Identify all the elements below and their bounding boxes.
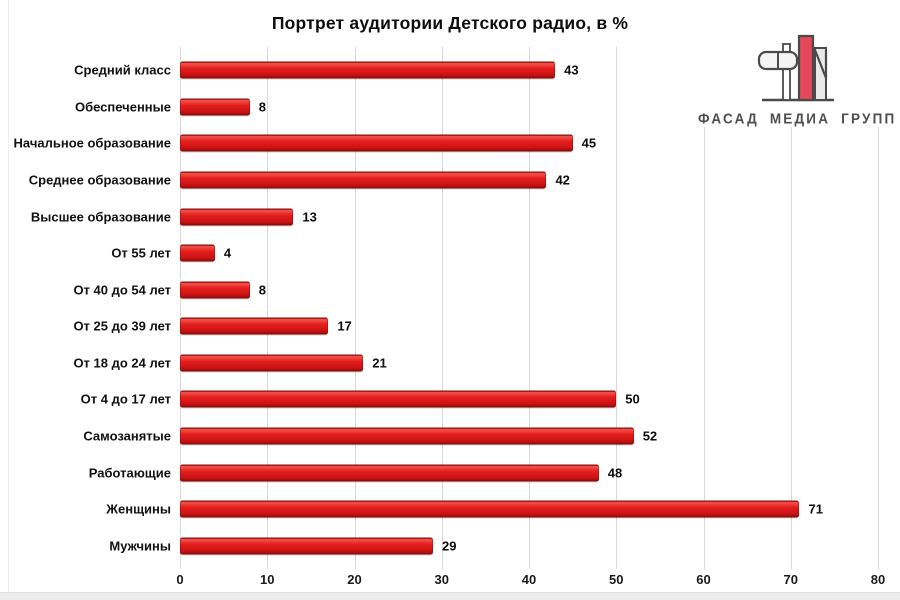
gridline xyxy=(790,47,792,569)
category-label: От 40 до 54 лет xyxy=(73,282,171,298)
chart-row: Высшее образование 13 xyxy=(31,198,878,235)
value-label: 29 xyxy=(442,538,457,554)
x-axis-tick-label: 40 xyxy=(521,572,537,587)
bar xyxy=(180,208,294,226)
fasad-media-logo-icon xyxy=(757,34,834,102)
chart-row: От 40 до 54 лет 8 xyxy=(73,271,878,308)
bar xyxy=(180,281,250,299)
value-label: 13 xyxy=(302,209,317,225)
chart-title: Портрет аудитории Детского радио, в % xyxy=(271,13,629,33)
category-label: Среднее образование xyxy=(28,172,171,188)
value-label: 8 xyxy=(258,282,267,298)
chart-row: Среднее образование 42 xyxy=(29,162,878,199)
category-label: От 4 до 17 лет xyxy=(80,391,171,407)
company-logo-text: ФАСАД МЕДИА ГРУПП xyxy=(698,110,897,127)
chart-row: Начальное образование 45 xyxy=(14,125,878,162)
bar xyxy=(180,354,364,372)
bar xyxy=(180,390,617,408)
bar xyxy=(180,537,434,555)
gridline xyxy=(703,47,705,569)
x-axis-tick-label: 0 xyxy=(176,572,184,587)
value-label: 4 xyxy=(223,245,232,261)
chart-row: Самозанятые 52 xyxy=(83,418,878,455)
x-axis-tick-label: 80 xyxy=(870,572,886,587)
chart-row: От 4 до 17 лет 50 xyxy=(81,381,878,418)
value-label: 21 xyxy=(372,355,387,371)
value-label: 50 xyxy=(625,391,640,407)
bar xyxy=(180,500,800,518)
gridline xyxy=(180,47,181,569)
category-label: От 25 до 39 лет xyxy=(73,318,171,334)
bar xyxy=(180,427,634,445)
bar xyxy=(180,244,215,262)
category-label: Высшее образование xyxy=(30,209,171,225)
value-label: 8 xyxy=(258,99,267,115)
bar xyxy=(180,171,547,189)
x-axis-tick-label: 20 xyxy=(347,572,362,587)
chart-row: Работающие 48 xyxy=(89,454,878,491)
value-label: 17 xyxy=(337,318,352,334)
bar xyxy=(180,464,599,482)
value-label: 42 xyxy=(555,172,570,188)
category-label: Средний класс xyxy=(74,62,171,78)
plot-area: Средний класс 43 Обеспеченные 8 Начальное об… xyxy=(14,47,879,569)
category-label: Женщины xyxy=(106,501,171,517)
chart-row: От 55 лет 4 xyxy=(111,235,878,272)
company-logo: ФАСАД МЕДИА ГРУПП xyxy=(698,28,894,127)
chart-row: Мужчины 29 xyxy=(109,527,878,564)
value-label: 52 xyxy=(642,428,658,444)
gridline xyxy=(354,47,356,569)
category-label: От 55 лет xyxy=(111,245,171,261)
bar xyxy=(180,134,573,152)
bar xyxy=(180,98,250,116)
x-axis: 0 10 20 30 40 50 60 70 80 xyxy=(176,570,885,590)
bar xyxy=(180,61,556,79)
gridline xyxy=(529,47,530,569)
gridline xyxy=(441,47,443,569)
chart-row: Обеспеченные 8 xyxy=(75,89,878,126)
x-axis-tick-label: 30 xyxy=(434,572,449,587)
category-label: Начальное образование xyxy=(13,135,171,151)
x-axis-tick-label: 50 xyxy=(609,572,624,587)
bottom-edge-strip xyxy=(0,592,900,600)
left-edge-line xyxy=(8,0,9,592)
gridline xyxy=(878,47,879,569)
chart-row: Женщины 71 xyxy=(106,491,878,528)
value-label: 43 xyxy=(564,62,579,78)
category-label: Обеспеченные xyxy=(74,99,171,115)
value-label: 48 xyxy=(607,465,623,481)
value-label: 45 xyxy=(581,135,597,151)
chart-row: От 25 до 39 лет 17 xyxy=(73,308,878,345)
gridline xyxy=(267,47,269,569)
chart-row: От 18 до 24 лет 21 xyxy=(73,345,878,382)
x-axis-tick-label: 10 xyxy=(260,572,275,587)
category-label: От 18 до 24 лет xyxy=(73,355,171,371)
category-label: Работающие xyxy=(88,465,171,481)
bar-rows-container: Средний класс 43 Обеспеченные 8 Начальное об… xyxy=(14,52,878,564)
gridline xyxy=(616,47,618,569)
value-label: 71 xyxy=(808,501,823,517)
bar xyxy=(180,317,329,335)
category-label: Мужчины xyxy=(109,538,171,554)
x-axis-tick-label: 60 xyxy=(696,572,711,587)
category-label: Самозанятые xyxy=(83,428,171,444)
chart-row: Средний класс 43 xyxy=(74,52,878,89)
x-axis-tick-label: 70 xyxy=(783,572,798,587)
